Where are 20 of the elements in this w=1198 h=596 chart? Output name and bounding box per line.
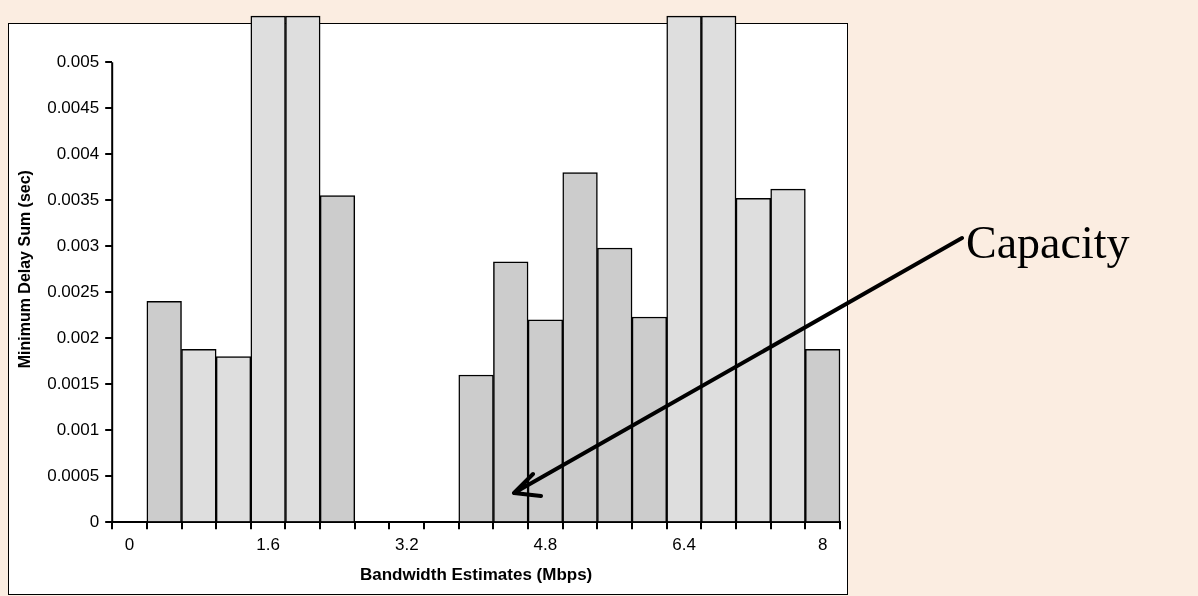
text: Capacity bbox=[966, 216, 1130, 269]
y-tick-label: 0.0035 bbox=[47, 189, 100, 209]
x-axis-title: Bandwidth Estimates (Mbps) bbox=[359, 565, 593, 585]
y-tick-label: 0.0005 bbox=[47, 465, 100, 485]
x-tick-label: 1.6 bbox=[256, 535, 280, 555]
x-tick-label: 6.4 bbox=[672, 535, 696, 555]
y-tick-label: 0.005 bbox=[56, 51, 100, 71]
y-tick-label: 0.001 bbox=[56, 419, 100, 439]
x-tick-label: 4.8 bbox=[533, 535, 558, 555]
y-tick-label: 0.0045 bbox=[47, 97, 100, 117]
x-tick-label: 8 bbox=[817, 535, 828, 555]
y-tick-label: 0.004 bbox=[56, 143, 100, 163]
x-tick-label: 3.2 bbox=[394, 535, 419, 555]
y-tick-label: 0.0025 bbox=[47, 281, 100, 301]
y-tick-label: 0 bbox=[89, 511, 100, 531]
y-tick-label: 0.003 bbox=[56, 235, 100, 255]
y-tick-label: 0.002 bbox=[56, 327, 100, 347]
y-axis-title: Minimum Delay Sum (sec) bbox=[16, 170, 34, 369]
y-tick-label: 0.0015 bbox=[47, 373, 100, 393]
x-tick-label: 0 bbox=[124, 535, 135, 555]
